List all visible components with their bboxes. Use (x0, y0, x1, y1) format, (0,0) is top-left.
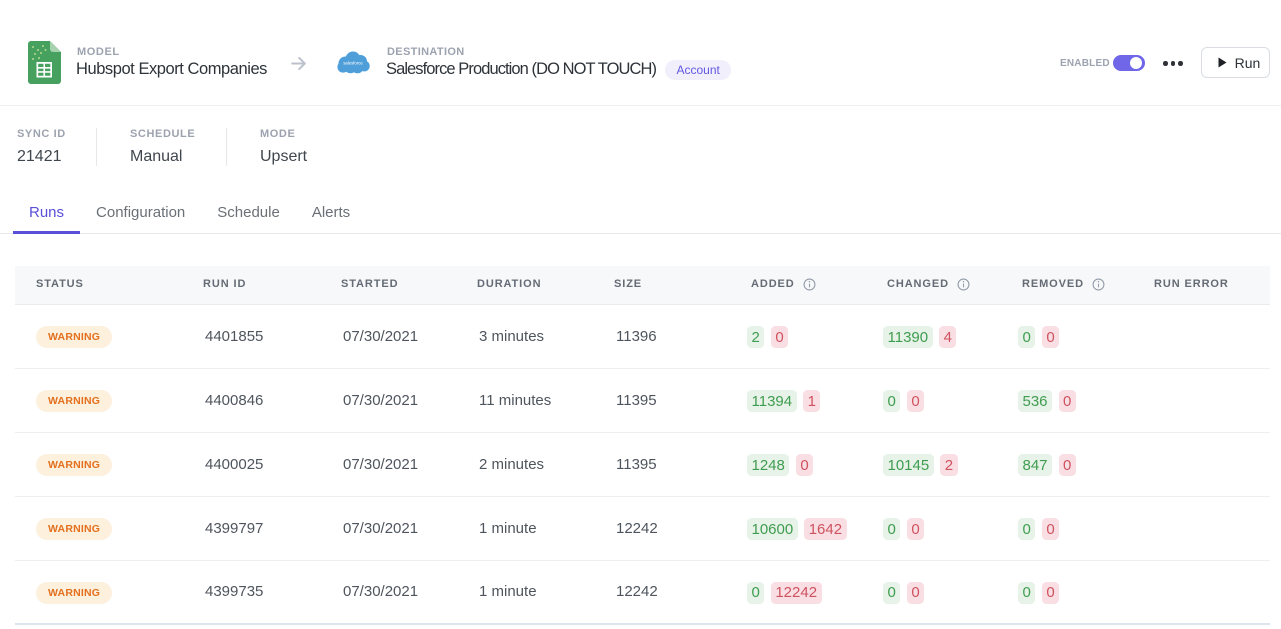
svg-text:salesforce: salesforce (343, 61, 363, 66)
